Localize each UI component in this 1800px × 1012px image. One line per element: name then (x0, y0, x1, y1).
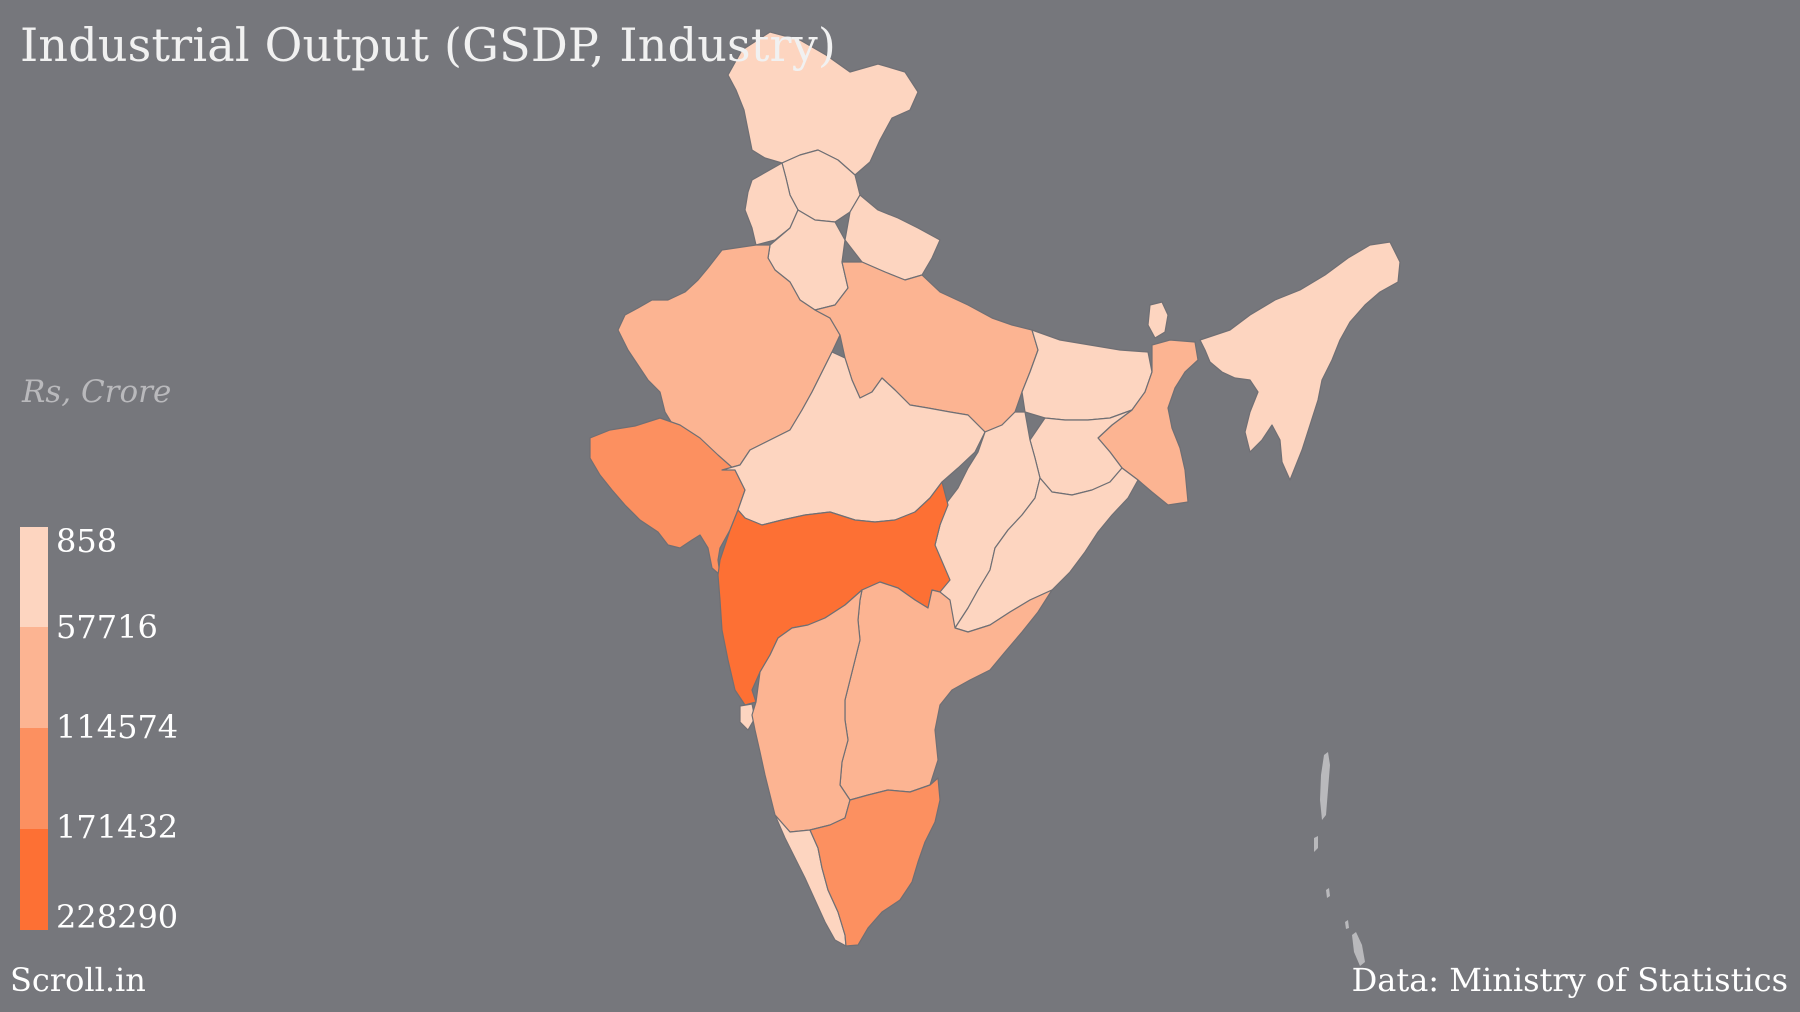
island-shape (1326, 888, 1330, 898)
legend-swatch-2 (20, 627, 48, 728)
units-label: Rs, Crore (22, 374, 172, 410)
island-shape (1352, 932, 1365, 966)
legend-label-57716: 57716 (56, 608, 158, 646)
map-title: Industrial Output (GSDP, Industry) (20, 18, 837, 72)
legend-swatch-4 (20, 829, 48, 930)
region-karnataka (751, 589, 863, 833)
legend-color-bar (20, 527, 48, 930)
legend-label-114574: 114574 (56, 708, 179, 746)
region-jammu-kashmir (727, 31, 919, 176)
region-goa (739, 703, 756, 731)
island-shape (1314, 836, 1318, 852)
island-shape (1320, 752, 1330, 820)
region-bihar (1021, 329, 1153, 421)
island-shape (1345, 920, 1349, 929)
andaman-nicobar-islands (1314, 752, 1365, 966)
legend-swatch-3 (20, 728, 48, 829)
region-andhra-pradesh (839, 581, 1053, 801)
legend-label-228290: 228290 (56, 898, 179, 936)
region-sikkim (1147, 301, 1169, 339)
legend-label-171432: 171432 (56, 808, 179, 846)
legend-label-858: 858 (56, 522, 118, 560)
data-source-credit: Data: Ministry of Statistics (1351, 961, 1788, 999)
brand-credit: Scroll.in (10, 961, 146, 999)
region-tamil-nadu (809, 777, 941, 947)
region-northeast (1199, 241, 1401, 481)
legend-swatch-1 (20, 527, 48, 627)
